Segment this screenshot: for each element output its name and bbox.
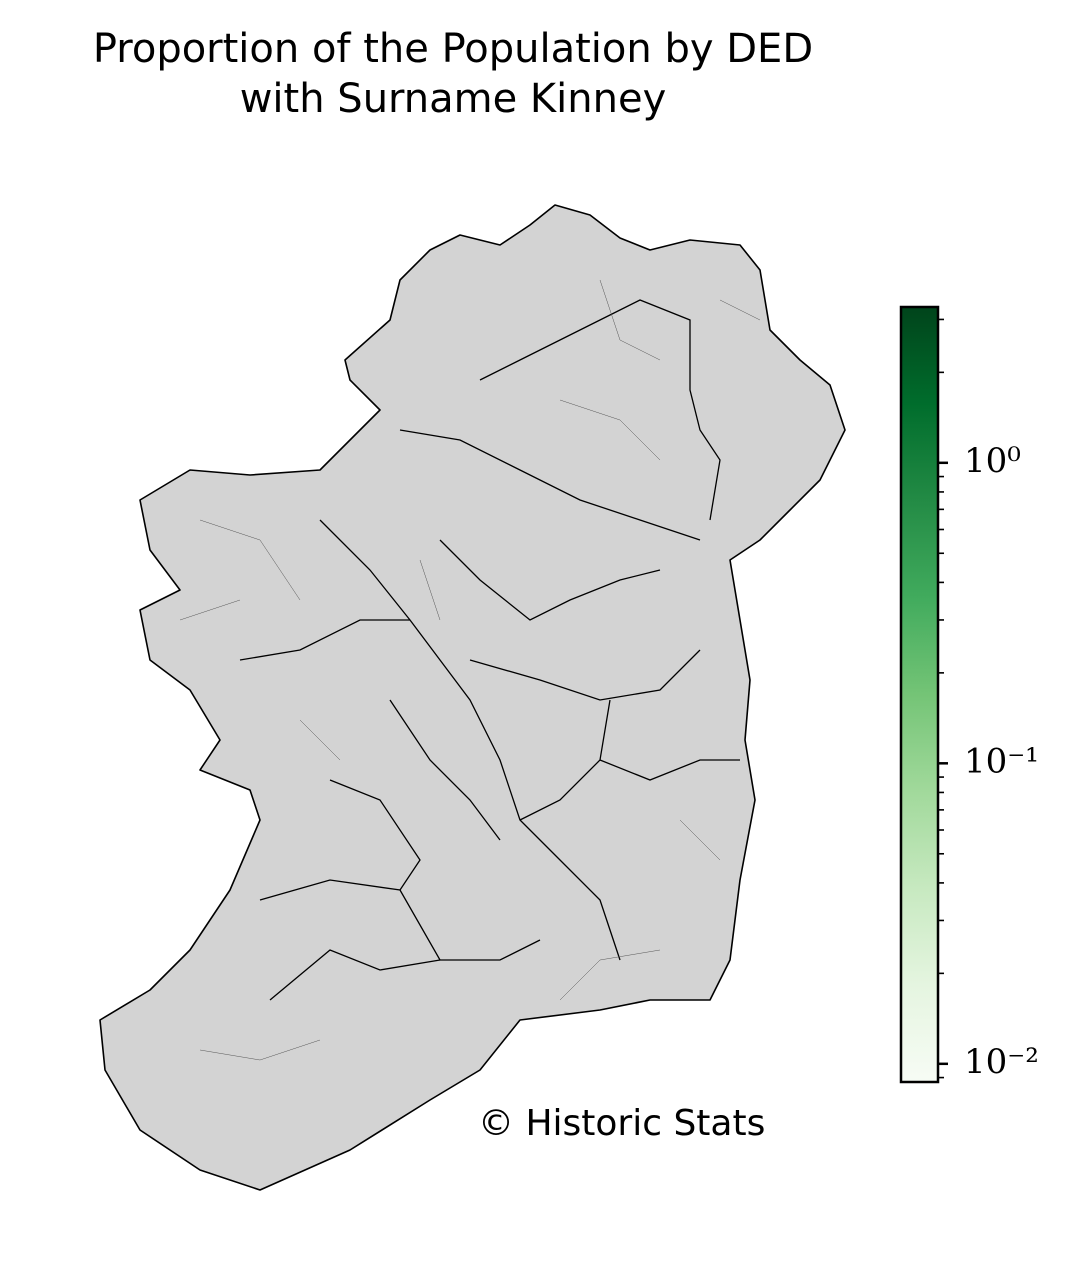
tick-label: 10⁻¹ xyxy=(964,741,1039,781)
ded-borders xyxy=(179,279,761,1061)
tick-label: 10⁰ xyxy=(964,441,1021,481)
chart-title: Proportion of the Population by DED xyxy=(93,26,813,72)
county-borders xyxy=(239,299,740,1001)
chart-title: with Surname Kinney xyxy=(240,76,667,122)
island xyxy=(99,204,846,1191)
colorbar xyxy=(899,305,940,1084)
tick-label: 10⁻² xyxy=(964,1042,1039,1082)
copyright: © Historic Stats xyxy=(478,1103,765,1144)
map xyxy=(99,204,846,1191)
